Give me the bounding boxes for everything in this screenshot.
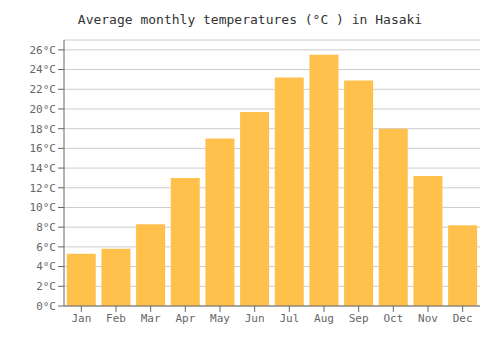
svg-text:26°C: 26°C [30,44,57,57]
svg-text:6°C: 6°C [36,241,56,254]
svg-text:12°C: 12°C [30,182,57,195]
svg-text:2°C: 2°C [36,280,56,293]
svg-text:14°C: 14°C [30,162,57,175]
svg-text:4°C: 4°C [36,260,56,273]
html-text:Average monthly temperatures (: Average monthly temperatures (°C ) in Ha… [77,12,423,27]
svg-text:Feb: Feb [106,312,126,325]
svg-text:Jul: Jul [279,312,299,325]
svg-text:Nov: Nov [418,312,438,325]
svg-text:Jan: Jan [71,312,91,325]
svg-text:22°C: 22°C [30,83,57,96]
svg-text:Oct: Oct [383,312,403,325]
svg-text:Mar: Mar [141,312,161,325]
svg-text:10°C: 10°C [30,201,57,214]
svg-text:20°C: 20°C [30,103,57,116]
svg-text:Apr: Apr [175,312,195,325]
svg-text:May: May [210,312,230,325]
svg-text:18°C: 18°C [30,123,57,136]
svg-text:Dec: Dec [453,312,473,325]
svg-text:16°C: 16°C [30,142,57,155]
svg-text:Jun: Jun [245,312,265,325]
svg-text:0°C: 0°C [36,300,56,313]
svg-text:24°C: 24°C [30,63,57,76]
svg-text:Aug: Aug [314,312,334,325]
svg-text:8°C: 8°C [36,221,56,234]
svg-text:Sep: Sep [349,312,369,325]
